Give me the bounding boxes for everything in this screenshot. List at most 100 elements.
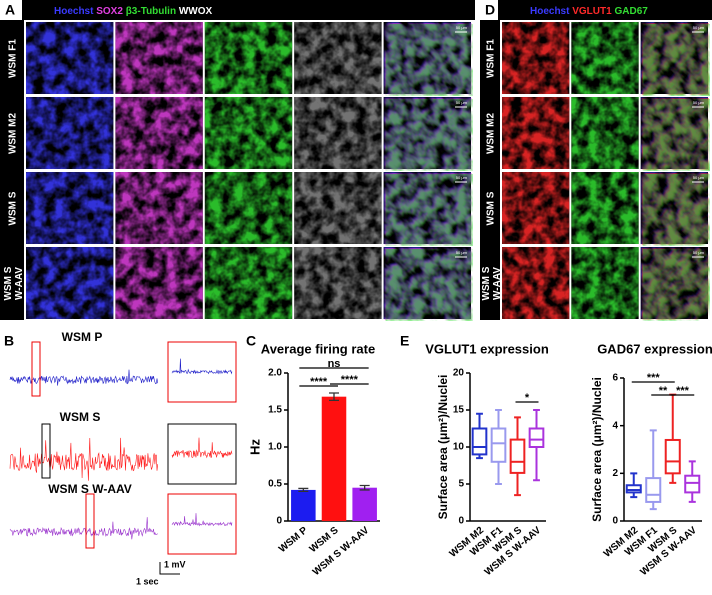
row-label: WSM S xyxy=(8,191,19,225)
trace-selection xyxy=(41,423,51,479)
trace xyxy=(9,437,158,481)
y-tick-label: 20 xyxy=(453,368,465,379)
channel-name: Hoechst xyxy=(54,6,96,17)
chart-title: GAD67 expression xyxy=(597,341,712,356)
inset-trace xyxy=(171,437,233,459)
image-signal xyxy=(115,97,203,169)
image-signal xyxy=(571,97,639,169)
image-signal xyxy=(294,22,382,94)
significance-label: *** xyxy=(647,372,661,384)
image-signal xyxy=(502,247,570,319)
image-signal xyxy=(642,24,710,96)
whisker-high xyxy=(688,460,696,476)
image-signal xyxy=(294,97,382,169)
channel-header: Hoechst SOX2 β3-Tubulin WWOX xyxy=(54,6,212,17)
trace xyxy=(9,369,158,386)
y-tick-label: 0 xyxy=(612,516,618,527)
row-label: WSM SW-AAV xyxy=(3,266,25,300)
y-axis-label: Surface area (μm²)/Nuclei xyxy=(590,377,604,522)
chart-title: Average firing rate xyxy=(261,341,375,356)
scale-bar-label: 50 μm xyxy=(456,250,468,255)
error-bar xyxy=(359,484,370,491)
y-tick-label: 0 xyxy=(276,516,282,527)
y-tick-label: 15 xyxy=(453,405,465,416)
row-label: WSM M2 xyxy=(8,113,19,155)
image-signal xyxy=(385,174,473,246)
trace-label: WSM P xyxy=(62,330,103,344)
image-signal xyxy=(294,247,382,319)
image-signal xyxy=(204,97,293,169)
panel-letter: E xyxy=(400,333,409,349)
row-label: WSM F1 xyxy=(486,39,497,78)
image-signal xyxy=(571,247,639,319)
box xyxy=(528,427,545,448)
chart-title: VGLUT1 expression xyxy=(425,341,549,356)
row-label-strip xyxy=(480,20,500,320)
whisker-high xyxy=(476,412,483,429)
image-signal xyxy=(502,22,570,94)
image-signal xyxy=(502,172,570,244)
image-signal xyxy=(204,22,293,94)
scale-bar-label: 50 μm xyxy=(456,100,468,105)
channel-name: β3-Tubulin xyxy=(126,6,179,17)
image-signal xyxy=(115,22,203,94)
error-bar xyxy=(298,487,309,493)
bar xyxy=(291,489,316,521)
inset-trace xyxy=(171,513,233,527)
image-signal xyxy=(294,172,382,244)
image-signal xyxy=(571,172,639,244)
significance-label: *** xyxy=(676,385,690,397)
image-signal xyxy=(204,247,293,319)
bar xyxy=(321,396,347,521)
channel-header: Hoechst VGLUT1 GAD67 xyxy=(530,6,648,17)
channel-name: SOX2 xyxy=(96,6,125,17)
scale-bar-label: 50 μm xyxy=(693,100,705,105)
image-signal xyxy=(502,97,570,169)
image-signal xyxy=(385,99,473,171)
scale-bar-label: 50 μm xyxy=(456,175,468,180)
significance-label: ** xyxy=(659,385,668,397)
trace-label: WSM S xyxy=(60,410,101,424)
scale-bar xyxy=(159,562,180,575)
box xyxy=(684,474,701,494)
trace-selection xyxy=(31,341,41,397)
y-tick-label: 2 xyxy=(612,468,618,479)
channel-name: VGLUT1 xyxy=(572,6,614,17)
y-tick-label: 1.0 xyxy=(268,442,282,453)
image-signal xyxy=(385,24,473,96)
bar xyxy=(352,487,377,521)
y-tick-label: 4 xyxy=(612,420,618,431)
image-signal xyxy=(642,249,710,321)
row-label: WSM S xyxy=(486,191,497,225)
significance-label: **** xyxy=(341,374,359,386)
y-tick-label: 0 xyxy=(458,516,464,527)
trace-selection xyxy=(85,493,95,549)
panel-letter: D xyxy=(485,2,495,18)
image-signal xyxy=(385,249,473,321)
significance-label: * xyxy=(525,392,530,404)
box xyxy=(625,484,642,494)
panel-letter: B xyxy=(4,333,14,349)
y-tick-label: 2.0 xyxy=(268,368,282,379)
image-signal xyxy=(26,22,114,94)
row-label: WSM SW-AAV xyxy=(481,266,503,300)
box xyxy=(664,438,681,475)
row-label: WSM M2 xyxy=(486,113,497,155)
scale-bar-label: 50 μm xyxy=(693,25,705,30)
whisker-high xyxy=(514,416,521,440)
scale-y-label: 1 mV xyxy=(164,559,186,569)
whisker-high xyxy=(630,472,638,486)
whisker-high xyxy=(495,409,502,429)
whisker-high xyxy=(533,409,540,429)
image-signal xyxy=(26,97,114,169)
y-tick-label: 6 xyxy=(612,373,618,384)
panel-header-bg xyxy=(498,0,712,20)
box xyxy=(645,477,662,503)
image-signal xyxy=(571,22,639,94)
error-bar xyxy=(329,392,339,402)
whisker-low xyxy=(649,501,657,511)
whisker-low xyxy=(533,447,540,482)
whisker-low xyxy=(495,461,502,485)
trace xyxy=(9,517,158,540)
